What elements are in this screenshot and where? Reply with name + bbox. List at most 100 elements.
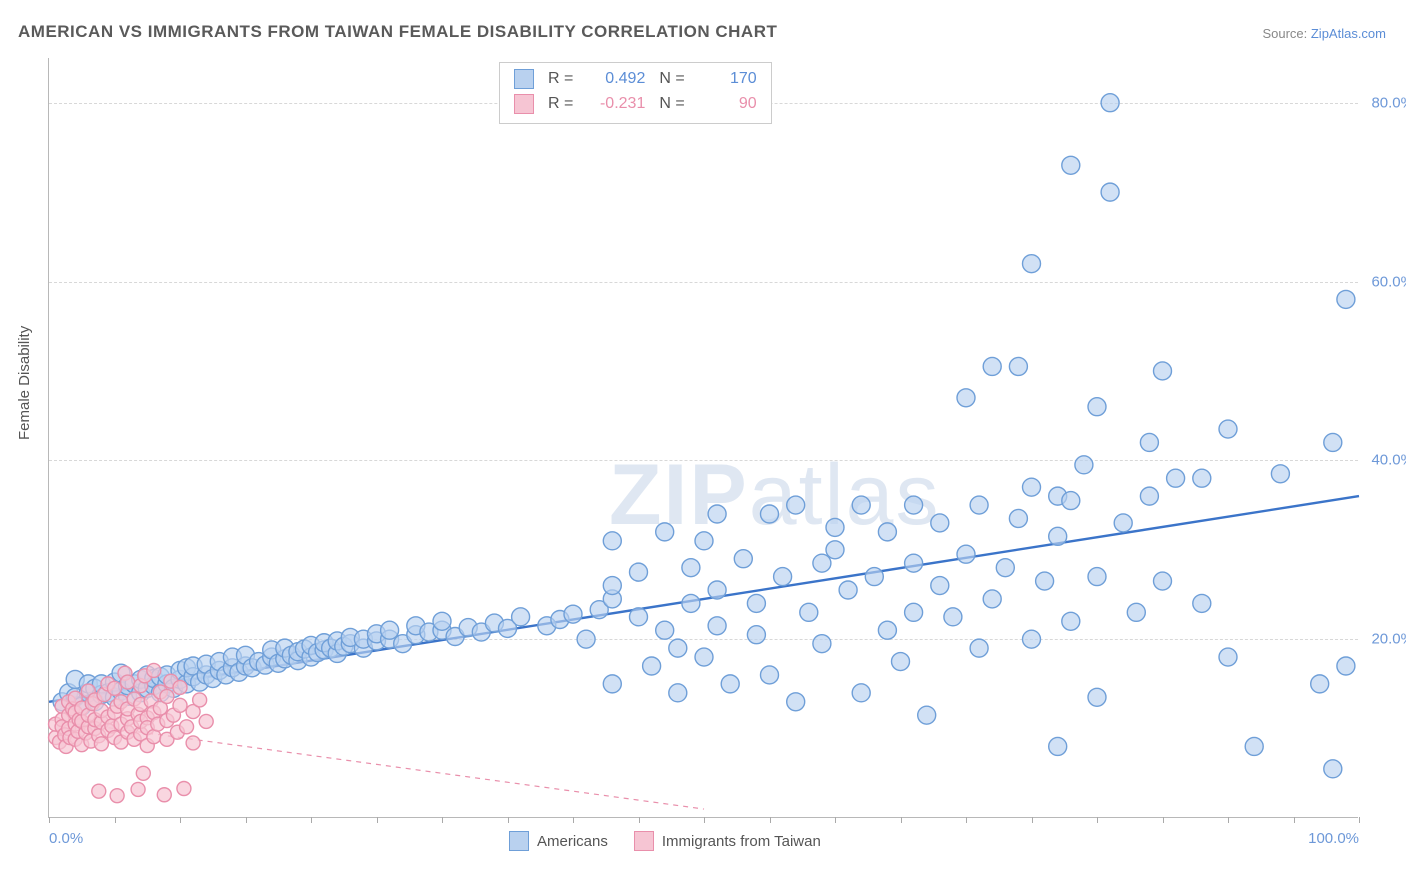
data-point: [193, 693, 207, 707]
data-point: [1311, 675, 1329, 693]
data-point: [787, 693, 805, 711]
legend-label-series1: Americans: [537, 833, 608, 850]
data-point: [1271, 465, 1289, 483]
data-point: [970, 639, 988, 657]
data-point: [813, 554, 831, 572]
source-attribution: Source: ZipAtlas.com: [1262, 26, 1386, 41]
data-point: [564, 605, 582, 623]
data-point: [800, 603, 818, 621]
plot-area: ZIPatlas 20.0%40.0%60.0%80.0% 0.0%100.0%…: [48, 58, 1358, 818]
data-point: [1154, 572, 1172, 590]
data-point: [160, 689, 174, 703]
data-point: [708, 581, 726, 599]
data-point: [787, 496, 805, 514]
data-point: [1049, 737, 1067, 755]
legend-swatch-series2: [634, 831, 654, 851]
data-point: [630, 608, 648, 626]
data-point: [1167, 469, 1185, 487]
data-point: [918, 706, 936, 724]
data-point: [1324, 760, 1342, 778]
data-point: [1101, 183, 1119, 201]
data-point: [603, 675, 621, 693]
xtick-label: 100.0%: [1308, 830, 1359, 847]
correlation-box: R = 0.492 N = 170 R = -0.231 N = 90: [499, 62, 772, 124]
data-point: [1009, 509, 1027, 527]
data-point: [1324, 433, 1342, 451]
data-point: [1337, 290, 1355, 308]
data-point: [761, 666, 779, 684]
data-point: [878, 523, 896, 541]
data-point: [656, 523, 674, 541]
data-point: [630, 563, 648, 581]
data-point: [905, 496, 923, 514]
data-point: [892, 653, 910, 671]
data-point: [1075, 456, 1093, 474]
data-point: [1193, 594, 1211, 612]
data-point: [577, 630, 595, 648]
data-point: [983, 357, 1001, 375]
y-axis-label: Female Disability: [16, 326, 33, 440]
data-point: [708, 505, 726, 523]
data-point: [1154, 362, 1172, 380]
data-point: [1337, 657, 1355, 675]
data-point: [669, 684, 687, 702]
data-point: [1140, 487, 1158, 505]
data-point: [1140, 433, 1158, 451]
data-point: [136, 766, 150, 780]
data-point: [1036, 572, 1054, 590]
data-point: [865, 568, 883, 586]
data-point: [643, 657, 661, 675]
data-point: [1127, 603, 1145, 621]
n-label-2: N =: [659, 92, 684, 117]
data-point: [905, 554, 923, 572]
source-prefix: Source:: [1262, 26, 1310, 41]
data-point: [1245, 737, 1263, 755]
data-point: [1023, 255, 1041, 273]
data-point: [931, 577, 949, 595]
data-point: [1062, 492, 1080, 510]
ytick-label: 80.0%: [1371, 94, 1406, 111]
r-value-2: -0.231: [583, 92, 645, 117]
data-point: [826, 541, 844, 559]
data-point: [669, 639, 687, 657]
data-point: [173, 680, 187, 694]
legend-bottom: Americans Immigrants from Taiwan: [509, 831, 821, 851]
data-point: [839, 581, 857, 599]
data-point: [147, 663, 161, 677]
data-point: [1023, 630, 1041, 648]
data-point: [1088, 568, 1106, 586]
data-point: [94, 737, 108, 751]
data-point: [983, 590, 1001, 608]
n-value-2: 90: [695, 92, 757, 117]
swatch-series2: [514, 94, 534, 114]
data-point: [1193, 469, 1211, 487]
data-point: [131, 782, 145, 796]
data-point: [92, 784, 106, 798]
swatch-series1: [514, 69, 534, 89]
legend-swatch-series1: [509, 831, 529, 851]
data-point: [512, 608, 530, 626]
xtick-label: 0.0%: [49, 830, 83, 847]
data-point: [826, 518, 844, 536]
chart-title: AMERICAN VS IMMIGRANTS FROM TAIWAN FEMAL…: [18, 22, 777, 42]
data-point: [108, 681, 122, 695]
ytick-label: 40.0%: [1371, 452, 1406, 469]
data-point: [682, 559, 700, 577]
data-point: [173, 698, 187, 712]
data-point: [944, 608, 962, 626]
data-point: [1088, 688, 1106, 706]
data-point: [852, 684, 870, 702]
data-point: [721, 675, 739, 693]
legend-item-series2: Immigrants from Taiwan: [634, 831, 821, 851]
data-point: [433, 612, 451, 630]
n-label-1: N =: [659, 67, 684, 92]
data-point: [199, 714, 213, 728]
data-point: [957, 389, 975, 407]
source-link[interactable]: ZipAtlas.com: [1311, 26, 1386, 41]
data-point: [1062, 612, 1080, 630]
data-point: [1114, 514, 1132, 532]
data-point: [682, 594, 700, 612]
data-point: [878, 621, 896, 639]
data-point: [852, 496, 870, 514]
data-point: [1009, 357, 1027, 375]
